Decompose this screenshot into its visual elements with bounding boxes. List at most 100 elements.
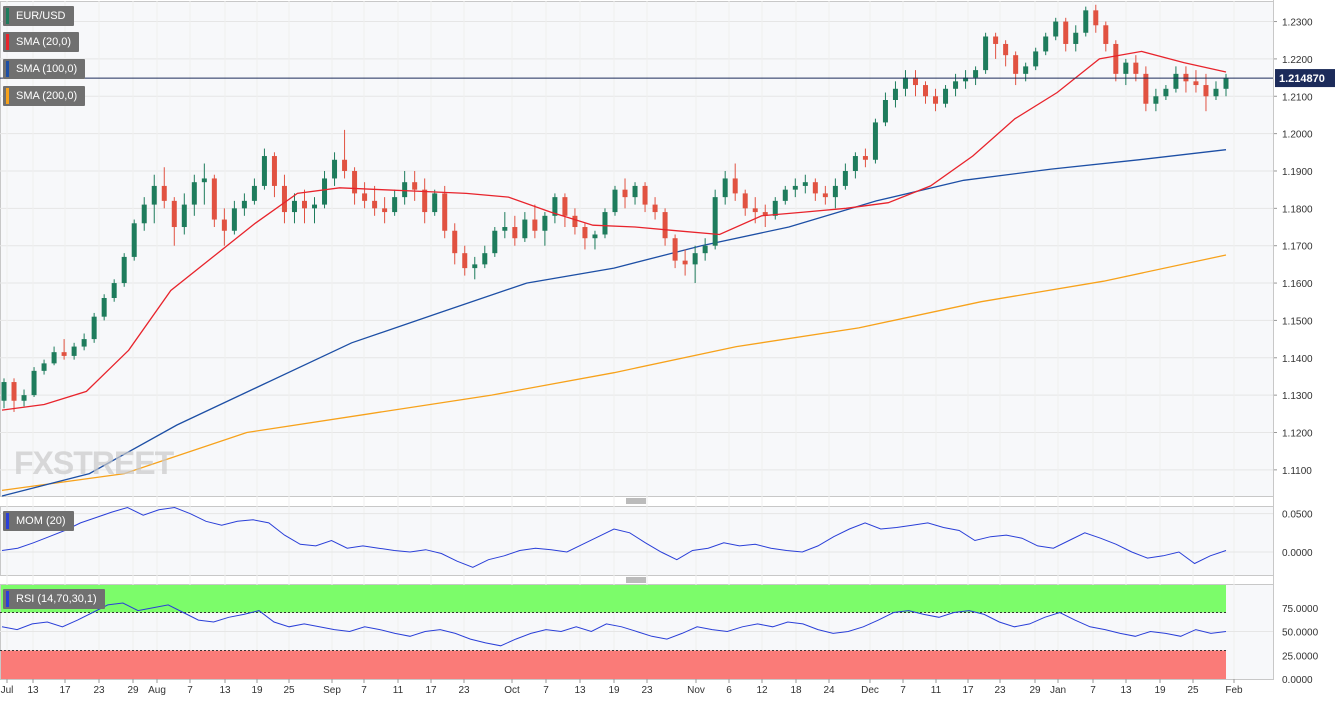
candle-body: [442, 193, 448, 231]
candle-body: [1103, 25, 1109, 44]
candle-body: [1123, 62, 1129, 74]
date-tick-label: 17: [425, 685, 437, 696]
candle-body: [121, 256, 127, 284]
rsi-overbought-zone: [1, 585, 1226, 613]
candle-body: [11, 382, 17, 401]
candle-body: [963, 77, 969, 82]
sma-200-line: [1, 254, 1227, 492]
legend-mom[interactable]: MOM (20): [3, 511, 74, 531]
candle-body: [652, 204, 658, 213]
candle-body: [91, 316, 97, 340]
mom-tick-label: 0.0000: [1282, 548, 1313, 559]
date-tick-label: 23: [641, 685, 653, 696]
candle-body: [532, 219, 538, 231]
legend-sma100[interactable]: SMA (100,0): [3, 59, 86, 79]
rsi-tick-label: 50.0000: [1282, 628, 1319, 639]
candle-body: [762, 212, 768, 216]
candle-body: [432, 193, 438, 213]
sma-200-layer: [1, 254, 1227, 492]
date-tick-label: 29: [127, 685, 139, 696]
rsi-tick-label: 75.0000: [1282, 604, 1319, 615]
legend-symbol[interactable]: EUR/USD: [3, 6, 74, 26]
current-price-label: 1.214870: [1279, 73, 1325, 85]
candle-body: [923, 85, 929, 97]
candle-body: [682, 260, 688, 265]
candle-body: [862, 156, 868, 160]
legend-symbol-label: EUR/USD: [16, 10, 66, 22]
candle-body: [111, 283, 117, 298]
sma-100-line: [1, 149, 1227, 497]
date-tick-label: 7: [1090, 685, 1096, 696]
candle-body: [1033, 51, 1039, 67]
candle-body: [832, 185, 838, 198]
date-tick-label: 13: [27, 685, 39, 696]
date-tick-label: 23: [458, 685, 470, 696]
date-tick-label: 29: [1029, 685, 1041, 696]
rsi-tick-label: 0.0000: [1282, 675, 1313, 686]
chart-panels: [0, 1, 1274, 680]
price-tick-label: 1.2100: [1282, 92, 1313, 103]
candle-body: [231, 208, 237, 231]
candle-body: [241, 200, 247, 209]
candle-body: [1153, 96, 1159, 104]
candle-body: [61, 352, 67, 356]
candle-body: [281, 185, 287, 213]
candle-body: [782, 189, 788, 201]
candle-body: [882, 100, 888, 123]
legend-sma200-label: SMA (200,0): [16, 90, 78, 102]
date-tick-label: 13: [574, 685, 586, 696]
price-tick-label: 1.1900: [1282, 167, 1313, 178]
price-tick-label: 1.1400: [1282, 354, 1313, 365]
candle-body: [772, 200, 778, 216]
candle-body: [412, 182, 418, 190]
date-tick-label: 19: [251, 685, 263, 696]
candle-body: [662, 212, 668, 239]
candle-body: [372, 200, 378, 209]
date-tick-label: 25: [1187, 685, 1199, 696]
candle-body: [933, 96, 939, 104]
date-tick-label: 7: [543, 685, 549, 696]
legend-swatch: [6, 513, 9, 529]
candle-body: [201, 178, 207, 183]
candle-body: [402, 182, 408, 198]
legend-rsi[interactable]: RSI (14,70,30,1): [3, 589, 105, 609]
price-tick-label: 1.1200: [1282, 428, 1313, 439]
date-tick-label: 23: [994, 685, 1006, 696]
candle-body: [322, 178, 328, 205]
rsi-oversold-zone: [1, 650, 1226, 679]
price-tick-label: 1.1100: [1282, 466, 1312, 477]
legend-sma200[interactable]: SMA (200,0): [3, 86, 86, 106]
candle-body: [71, 346, 77, 356]
candle-body: [161, 185, 167, 201]
candle-body: [1, 382, 7, 401]
sma-100-layer: [1, 149, 1227, 497]
candle-body: [131, 223, 137, 257]
candle-body: [502, 227, 508, 231]
candle-body: [702, 245, 708, 254]
candle-body: [572, 215, 578, 228]
candle-body: [291, 200, 297, 213]
candle-body: [1093, 10, 1099, 26]
candle-body: [1003, 43, 1009, 56]
sma-20-line: [1, 50, 1227, 411]
date-tick-label: 13: [1120, 685, 1132, 696]
mom-tick-label: 0.0500: [1282, 510, 1313, 521]
candle-body: [792, 185, 798, 190]
current-price-line: 1.214870: [0, 69, 1335, 88]
candle-body: [1163, 88, 1169, 97]
watermark: FXSTREET: [14, 445, 175, 481]
candle-body: [943, 88, 949, 104]
date-tick-label: 13: [219, 685, 231, 696]
candle-body: [181, 204, 187, 228]
date-tick-label: Feb: [1225, 685, 1243, 696]
legend-swatch: [6, 591, 9, 607]
date-tick-label: 19: [608, 685, 620, 696]
legend-sma20[interactable]: SMA (20,0): [3, 32, 80, 52]
candle-body: [912, 77, 918, 86]
candle-body: [1063, 21, 1069, 44]
grid-lines: [0, 1, 1273, 679]
candle-body: [482, 253, 488, 265]
rsi-line: [1, 602, 1227, 647]
candle-body: [752, 208, 758, 213]
